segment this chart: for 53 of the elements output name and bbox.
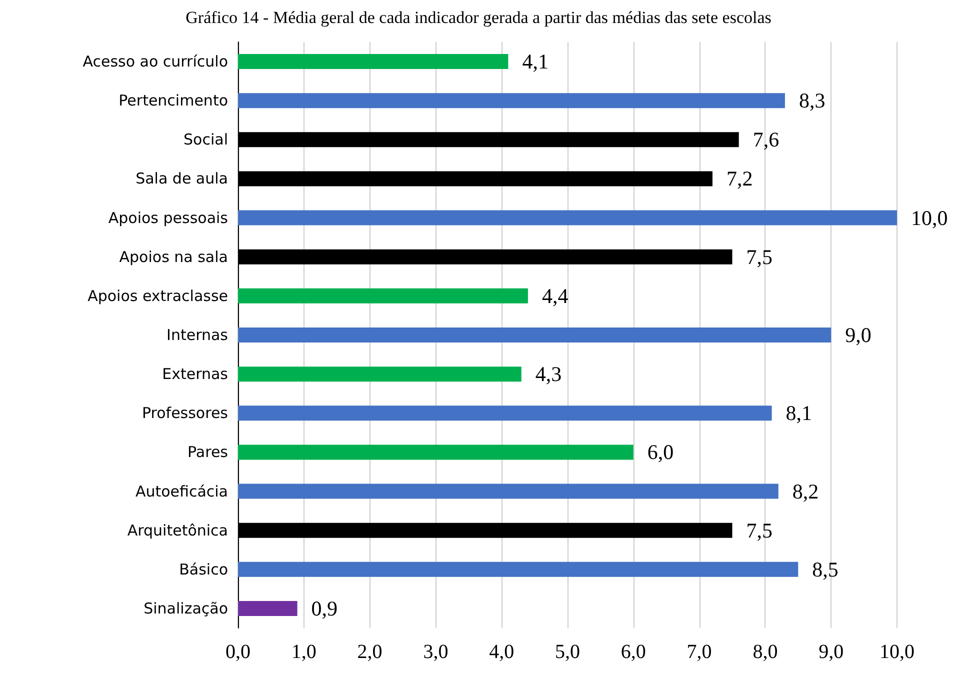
data-label: 4,1 <box>522 50 548 74</box>
data-label: 7,6 <box>752 128 780 152</box>
bar <box>238 288 528 304</box>
y-tick-label: Pertencimento <box>118 92 228 110</box>
data-label: 10,0 <box>911 206 948 230</box>
x-tick-label: 0,0 <box>226 641 250 663</box>
y-tick-label: Pares <box>188 443 228 462</box>
y-tick-label: Social <box>184 130 228 149</box>
x-tick-label: 5,0 <box>555 641 580 663</box>
bar <box>238 366 522 382</box>
y-tick-label: Arquitetônica <box>127 521 228 540</box>
data-label: 8,3 <box>798 88 826 113</box>
y-tick-label: Apoios extraclasse <box>88 286 228 305</box>
bar <box>238 93 785 108</box>
y-tick-label: Professores <box>142 404 228 422</box>
x-tick-label: 8,0 <box>752 641 778 663</box>
data-label: 8,5 <box>812 557 838 582</box>
x-tick-label: 3,0 <box>423 641 448 663</box>
data-label: 8,2 <box>792 479 819 504</box>
y-tick-label: Apoios pessoais <box>108 208 228 227</box>
data-label: 0,9 <box>311 596 338 620</box>
y-tick-label: Sala de aula <box>136 170 228 188</box>
x-tick-label: 6,0 <box>620 641 646 663</box>
data-label: 8,1 <box>786 401 812 426</box>
data-label: 7,5 <box>746 518 772 542</box>
x-tick-label: 4,0 <box>489 641 514 663</box>
y-tick-label: Internas <box>166 326 228 344</box>
bar <box>238 562 798 577</box>
y-tick-label: Externas <box>162 365 228 384</box>
x-tick-label: 1,0 <box>291 641 316 663</box>
y-tick-label: Apoios na sala <box>119 248 228 266</box>
bar <box>238 600 298 616</box>
bar <box>238 484 778 499</box>
bar <box>238 444 634 460</box>
y-tick-label: Autoeficácia <box>135 482 228 500</box>
bar <box>238 406 772 421</box>
bar <box>238 54 508 70</box>
bar <box>238 210 897 226</box>
y-tick-label: Acesso ao currículo <box>82 52 228 71</box>
y-tick-label: Básico <box>179 560 228 578</box>
chart-title: Gráfico 14 - Média geral de cada indicador gerada a partir das médias das sete escolas <box>186 8 772 27</box>
data-label: 6,0 <box>647 440 674 464</box>
data-label: 4,3 <box>535 362 562 386</box>
data-label: 7,5 <box>746 244 772 269</box>
x-tick-label: 7,0 <box>686 641 712 663</box>
x-tick-label: 2,0 <box>357 641 382 663</box>
x-tick-label: 10,0 <box>880 641 914 663</box>
data-label: 4,4 <box>542 284 569 308</box>
bar <box>238 328 832 342</box>
data-label: 7,2 <box>726 166 753 191</box>
x-tick-label: 9,0 <box>818 641 844 663</box>
y-tick-label: Sinalização <box>144 599 228 618</box>
data-label: 9,0 <box>845 323 872 347</box>
